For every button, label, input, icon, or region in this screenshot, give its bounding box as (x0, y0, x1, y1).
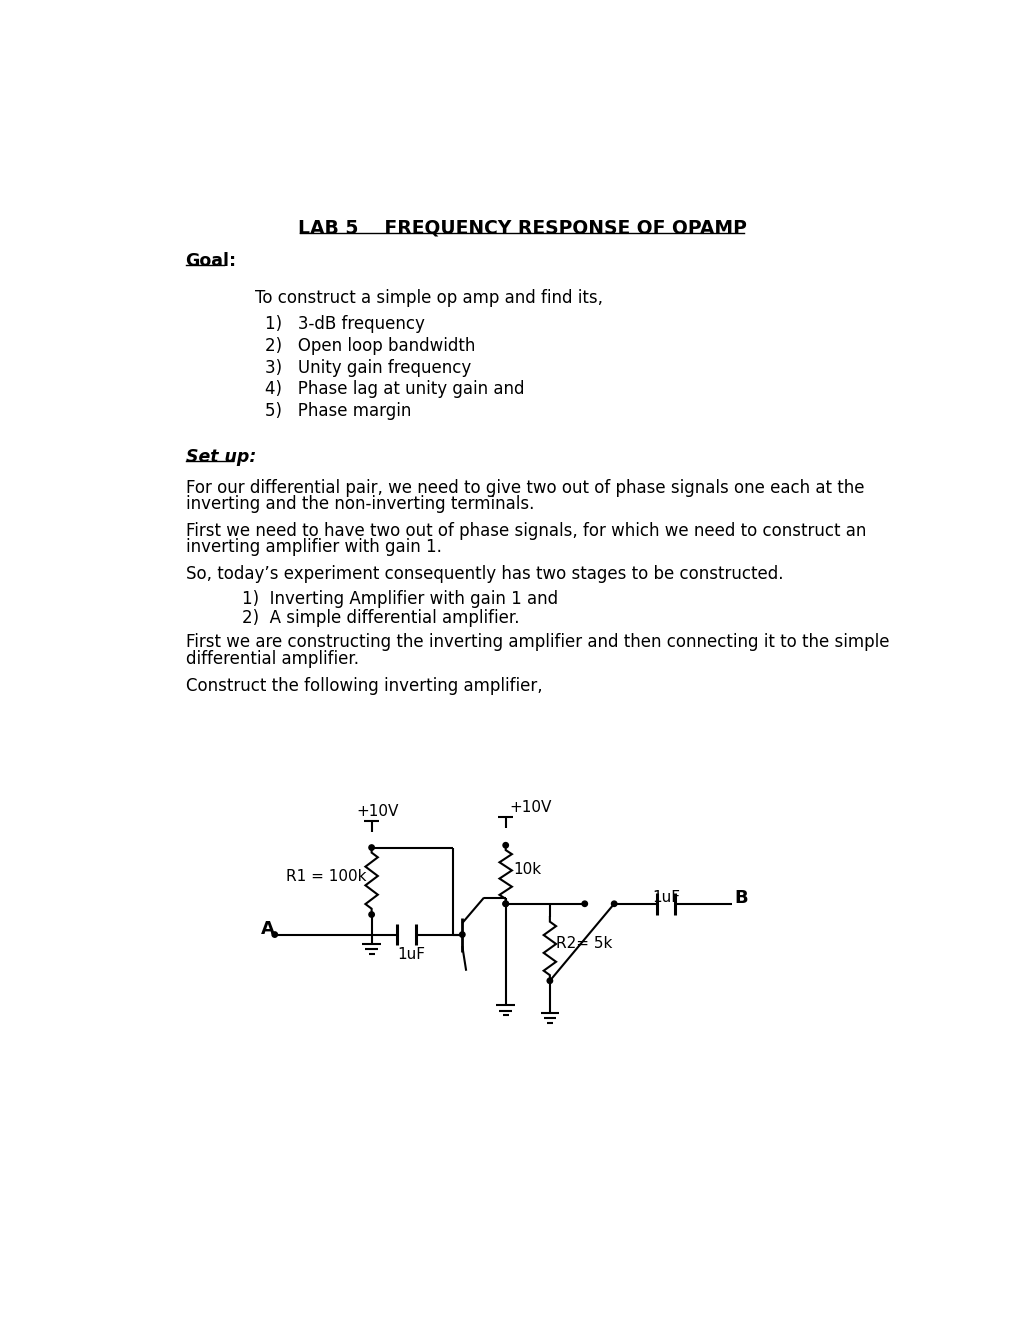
Text: LAB 5    FREQUENCY RESPONSE OF OPAMP: LAB 5 FREQUENCY RESPONSE OF OPAMP (298, 218, 747, 238)
Text: 3)   Unity gain frequency: 3) Unity gain frequency (265, 359, 471, 376)
Circle shape (502, 902, 507, 907)
Circle shape (546, 978, 552, 983)
Text: R1 = 100k: R1 = 100k (286, 869, 367, 883)
Text: +10V: +10V (510, 800, 551, 814)
Circle shape (582, 902, 587, 907)
Circle shape (502, 902, 507, 907)
Text: differential amplifier.: differential amplifier. (185, 649, 359, 668)
Text: For our differential pair, we need to give two out of phase signals one each at : For our differential pair, we need to gi… (185, 479, 863, 496)
Circle shape (272, 932, 277, 937)
Text: So, today’s experiment consequently has two stages to be constructed.: So, today’s experiment consequently has … (185, 565, 783, 583)
Text: 4)   Phase lag at unity gain and: 4) Phase lag at unity gain and (265, 380, 525, 399)
Text: First we need to have two out of phase signals, for which we need to construct a: First we need to have two out of phase s… (185, 521, 865, 540)
Text: 5)   Phase margin: 5) Phase margin (265, 401, 412, 420)
Text: inverting and the non-inverting terminals.: inverting and the non-inverting terminal… (185, 495, 534, 513)
Text: +10V: +10V (356, 804, 398, 818)
Circle shape (502, 842, 507, 847)
Circle shape (610, 902, 616, 907)
Text: A: A (261, 920, 274, 939)
Text: Construct the following inverting amplifier,: Construct the following inverting amplif… (185, 677, 542, 694)
Text: 2)   Open loop bandwidth: 2) Open loop bandwidth (265, 337, 475, 355)
Text: To construct a simple op amp and find its,: To construct a simple op amp and find it… (255, 289, 603, 306)
Circle shape (369, 845, 374, 850)
Text: First we are constructing the inverting amplifier and then connecting it to the : First we are constructing the inverting … (185, 634, 889, 652)
Text: Set up:: Set up: (185, 447, 256, 466)
Text: 10k: 10k (513, 862, 541, 878)
Text: 1uF: 1uF (651, 890, 680, 906)
Text: 2)  A simple differential amplifier.: 2) A simple differential amplifier. (242, 609, 520, 627)
Text: 1)   3-dB frequency: 1) 3-dB frequency (265, 315, 425, 334)
Text: Goal:: Goal: (185, 252, 236, 271)
Text: 1uF: 1uF (396, 946, 425, 962)
Circle shape (460, 932, 465, 937)
Circle shape (369, 912, 374, 917)
Text: B: B (734, 890, 747, 907)
Text: 1)  Inverting Amplifier with gain 1 and: 1) Inverting Amplifier with gain 1 and (242, 590, 557, 607)
Text: inverting amplifier with gain 1.: inverting amplifier with gain 1. (185, 539, 441, 556)
Text: R2= 5k: R2= 5k (555, 936, 611, 952)
